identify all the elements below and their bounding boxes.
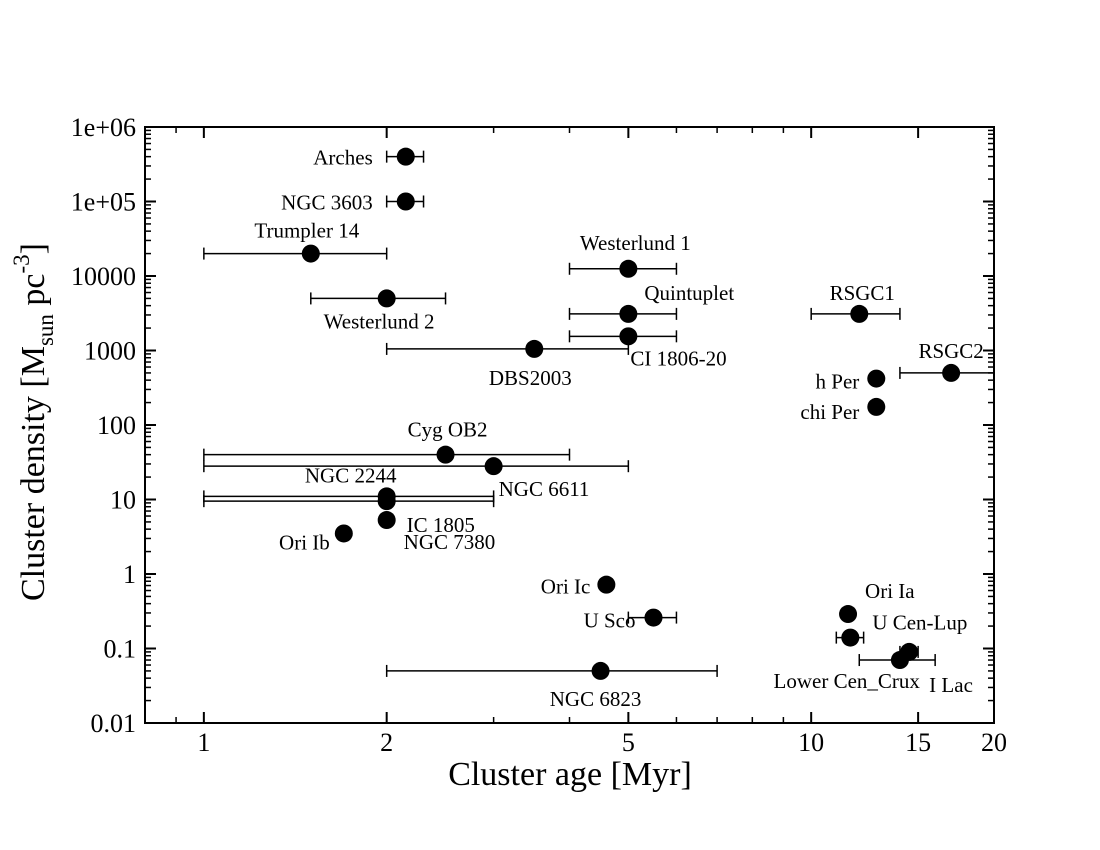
label-rsgc1: RSGC1 (830, 281, 895, 305)
label-ori-ia: Ori Ia (865, 579, 915, 603)
x-tick-label: 20 (981, 728, 1007, 757)
point-ngc-3603 (396, 192, 415, 211)
x-tick-label: 10 (798, 728, 824, 757)
point-rsgc2 (942, 363, 961, 382)
x-tick-label: 1 (197, 728, 210, 757)
point-arches (396, 147, 415, 166)
point-h-per (867, 369, 886, 388)
y-tick-label: 1 (123, 560, 136, 589)
point-ngc-6823 (591, 661, 610, 680)
label-u-sco: U Sco (584, 609, 636, 633)
point-i-lac (900, 642, 919, 661)
label-u-cen-lup: U Cen-Lup (872, 611, 967, 635)
label-ngc-7380: NGC 7380 (404, 530, 496, 554)
label-ngc-3603: NGC 3603 (281, 191, 373, 215)
label-quintuplet: Quintuplet (644, 281, 734, 305)
point-rsgc1 (850, 304, 869, 323)
label-ori-ib: Ori Ib (279, 530, 330, 554)
y-tick-label: 1e+06 (71, 113, 136, 142)
point-westerlund-2 (377, 289, 396, 308)
y-axis-title-end: ] (15, 243, 52, 254)
point-labels: Arches NGC 3603 Trumpler 14 Westerlund 2 Wes… (254, 146, 983, 711)
error-bars (203, 150, 994, 677)
y-tick-label: 1e+05 (71, 188, 136, 217)
y-tick-label: 10 (110, 486, 136, 515)
label-chi-per: chi Per (800, 400, 859, 424)
point-westerlund-1 (619, 259, 638, 278)
y-tick-label: 0.01 (91, 709, 137, 738)
label-arches: Arches (313, 146, 372, 170)
point-ic-1805 (377, 492, 396, 511)
x-tick-label: 15 (905, 728, 931, 757)
point-ngc-7380 (377, 511, 396, 530)
label-ngc-2244: NGC 2244 (305, 463, 397, 487)
label-ic-1805: IC 1805 (407, 513, 475, 537)
label-trumpler-14: Trumpler 14 (254, 219, 359, 243)
y-tick-label: 10000 (71, 262, 136, 291)
data-points (301, 147, 961, 680)
label-ngc-6823: NGC 6823 (550, 687, 642, 711)
x-tick-label: 2 (380, 728, 393, 757)
point-quintuplet (619, 304, 638, 323)
x-tick-label: 5 (622, 728, 635, 757)
y-axis-title-sub: sun (33, 314, 58, 346)
point-dbs2003 (525, 339, 544, 358)
y-axis-title: Cluster density [Msun pc-3] (9, 243, 58, 601)
point-u-cen-lup (841, 628, 860, 647)
y-tick-label: 1000 (84, 337, 136, 366)
label-h-per: h Per (816, 370, 860, 394)
label-ci-1806-20: CI 1806-20 (630, 346, 726, 370)
point-cyg-ob2 (436, 445, 455, 464)
label-lower-cen-crux: Lower Cen_Crux (774, 669, 921, 693)
point-ori-ic (597, 575, 616, 594)
y-tick-label: 0.1 (104, 635, 137, 664)
label-rsgc2: RSGC2 (918, 339, 983, 363)
point-u-sco (644, 608, 663, 627)
point-ci-1806-20 (619, 327, 638, 346)
label-westerlund-1: Westerlund 1 (580, 231, 691, 255)
y-axis-title-sup: -3 (9, 254, 34, 273)
point-ori-ia (839, 605, 858, 624)
x-axis-title: Cluster age [Myr] (448, 756, 692, 793)
y-axis-title-main: Cluster density [M (15, 346, 52, 601)
axis-ticks: 1 2 5 10 15 20 0.01 0.1 1 10 100 1000 10000 1e+05 1e+0… (71, 113, 1007, 757)
label-ori-ic: Ori Ic (541, 575, 591, 599)
point-trumpler-14 (301, 244, 320, 263)
point-ori-ib (334, 524, 353, 543)
point-ngc-6611 (484, 457, 503, 476)
label-ngc-6611: NGC 6611 (499, 477, 590, 501)
label-cyg-ob2: Cyg OB2 (408, 418, 488, 442)
y-tick-label: 100 (97, 411, 136, 440)
point-chi-per (867, 397, 886, 416)
label-i-lac: I Lac (929, 673, 973, 697)
label-dbs2003: DBS2003 (489, 366, 572, 390)
plot-frame (144, 126, 995, 724)
label-westerlund-2: Westerlund 2 (324, 309, 435, 333)
y-axis-title-mid: pc (15, 273, 52, 314)
